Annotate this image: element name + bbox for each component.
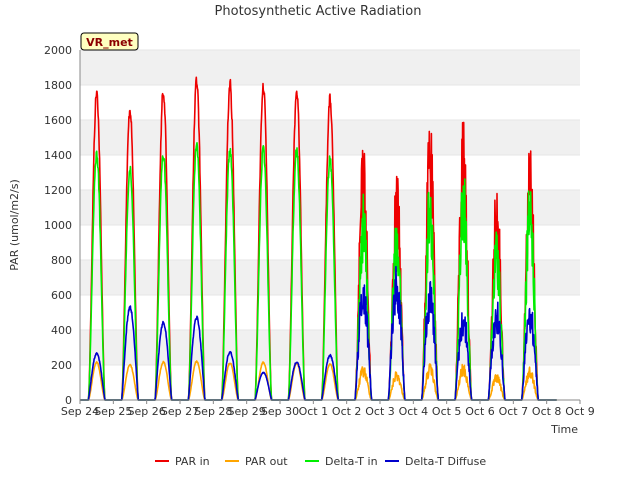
legend-label: Delta-T in <box>325 455 378 468</box>
x-tick-label: Oct 4 <box>399 405 429 418</box>
plot-band <box>80 50 580 85</box>
legend-label: PAR in <box>175 455 210 468</box>
legend: PAR in PAR out Delta-T in Delta-T Diffuse <box>155 455 486 468</box>
plot-band <box>80 260 580 295</box>
x-tick-label: Oct 9 <box>565 405 595 418</box>
y-tick-label: 600 <box>51 289 72 302</box>
x-tick-label: Sep 25 <box>94 405 132 418</box>
y-tick-label: 1800 <box>44 79 72 92</box>
legend-label: PAR out <box>245 455 288 468</box>
plot-band <box>80 120 580 155</box>
legend-item-delta-t-in: Delta-T in <box>305 455 378 468</box>
x-tick-label: Sep 24 <box>61 405 99 418</box>
chart-title: Photosynthetic Active Radiation <box>215 4 422 19</box>
y-tick-label: 400 <box>51 324 72 337</box>
y-tick-label: 1600 <box>44 114 72 127</box>
x-tick-label: Oct 6 <box>465 405 495 418</box>
y-axis-label: PAR (umol/m2/s) <box>8 179 21 271</box>
legend-label: Delta-T Diffuse <box>405 455 486 468</box>
plot-band <box>80 190 580 225</box>
x-tick-label: Sep 28 <box>194 405 232 418</box>
x-tick-label: Oct 5 <box>432 405 462 418</box>
y-tick-label: 1400 <box>44 149 72 162</box>
legend-item-delta-t-diffuse: Delta-T Diffuse <box>385 455 486 468</box>
x-axis-label: Time <box>550 423 578 436</box>
y-tick-label: 2000 <box>44 44 72 57</box>
plot-band <box>80 330 580 365</box>
y-tick-label: 1200 <box>44 184 72 197</box>
x-tick-label: Oct 1 <box>299 405 329 418</box>
x-tick-label: Oct 7 <box>499 405 529 418</box>
x-tick-label: Sep 30 <box>261 405 299 418</box>
x-tick-label: Oct 8 <box>532 405 562 418</box>
x-tick-label: Oct 2 <box>332 405 362 418</box>
y-tick-label: 0 <box>65 394 72 407</box>
x-tick-label: Sep 29 <box>228 405 266 418</box>
legend-item-par-out: PAR out <box>225 455 288 468</box>
station-badge-label: VR_met <box>86 36 133 49</box>
x-tick-label: Sep 26 <box>128 405 166 418</box>
y-ticks: 0 200 400 600 800 1000 1200 1400 1600 1800 2000 <box>44 44 72 407</box>
y-tick-label: 1000 <box>44 219 72 232</box>
y-tick-label: 800 <box>51 254 72 267</box>
station-badge: VR_met <box>80 32 139 51</box>
y-tick-label: 200 <box>51 359 72 372</box>
x-tick-label: Oct 3 <box>365 405 395 418</box>
x-tick-label: Sep 27 <box>161 405 199 418</box>
legend-item-par-in: PAR in <box>155 455 210 468</box>
